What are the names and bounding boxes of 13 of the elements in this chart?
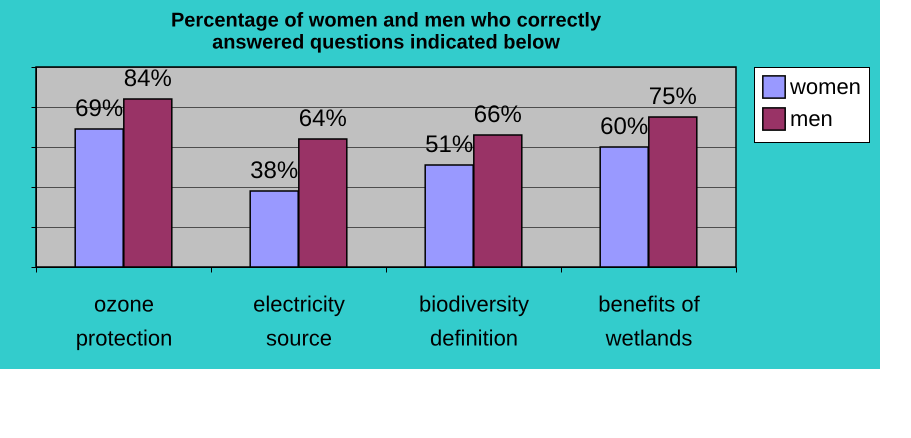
x-tick-label: biodiversity definition <box>418 292 530 350</box>
x-tick-label: electricity source <box>253 292 345 350</box>
data-label: 84% <box>124 65 172 92</box>
chart-title: Percentage of women and men who correctly answered questions indicated below <box>170 10 602 54</box>
data-label: 75% <box>648 83 697 110</box>
x-tick-label: ozone protection <box>76 292 172 350</box>
data-label: 64% <box>298 105 347 132</box>
legend-label: men <box>790 106 833 131</box>
x-tick-label: benefits of wetlands <box>598 292 701 350</box>
data-label: 66% <box>474 101 522 128</box>
data-label: 60% <box>600 113 648 140</box>
legend-label: women <box>789 74 861 99</box>
data-label: 38% <box>250 157 298 184</box>
